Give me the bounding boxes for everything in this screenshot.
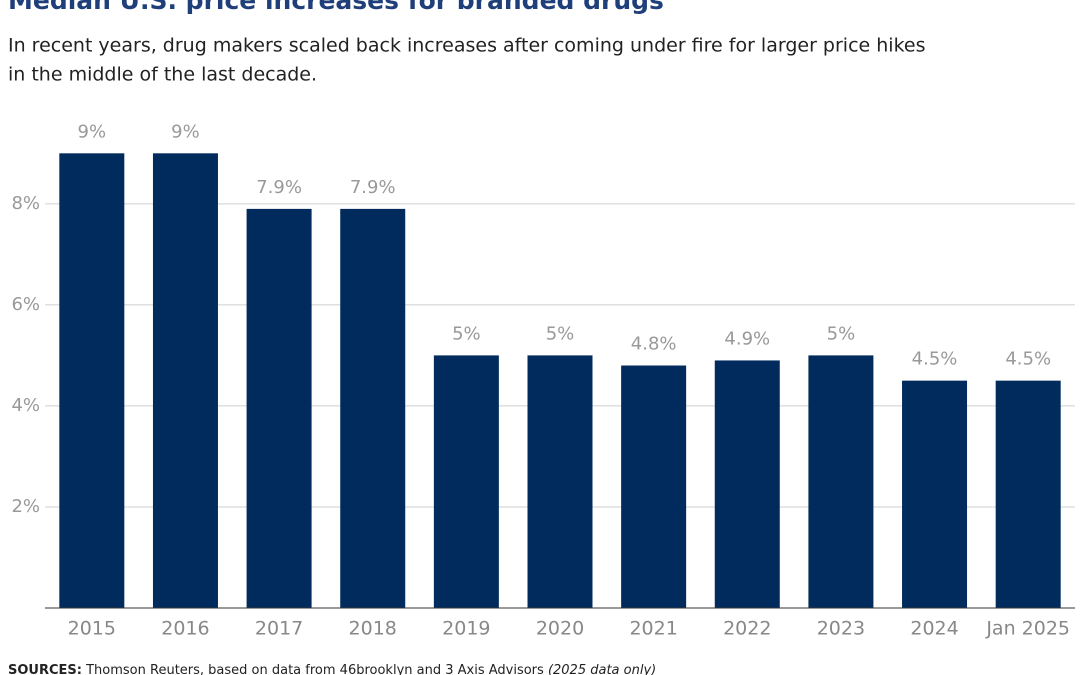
x-tick-label: 2018: [349, 618, 397, 640]
value-label: 4.5%: [1005, 349, 1051, 370]
value-label: 4.8%: [631, 334, 677, 355]
x-tick-label: 2017: [255, 618, 303, 640]
value-label: 7.9%: [350, 177, 396, 198]
y-tick-label: 8%: [11, 193, 40, 214]
bar: [152, 153, 218, 608]
chart-title: Median U.S. price increases for branded …: [8, 0, 664, 15]
bar: [59, 153, 125, 608]
x-tick-label: 2016: [161, 618, 209, 640]
x-tick-label: 2023: [817, 618, 865, 640]
x-tick-label: 2022: [723, 618, 771, 640]
bar: [621, 365, 687, 608]
y-tick-label: 2%: [11, 496, 40, 517]
value-label: 4.9%: [724, 328, 770, 349]
bar: [995, 380, 1061, 608]
value-label: 7.9%: [256, 177, 302, 198]
bar: [340, 208, 406, 608]
y-tick-label: 6%: [11, 294, 40, 315]
source-label: SOURCES:: [8, 663, 82, 675]
bar: [808, 355, 874, 608]
chart-subtitle: in the middle of the last decade.: [8, 64, 317, 86]
bar: [246, 208, 312, 608]
x-tick-label: 2024: [910, 618, 958, 640]
x-tick-label: 2020: [536, 618, 584, 640]
bar: [527, 355, 593, 608]
value-label: 5%: [452, 323, 481, 344]
x-tick-label: 2019: [442, 618, 490, 640]
y-tick-label: 4%: [11, 395, 40, 416]
bar: [714, 360, 780, 608]
source-text: Thomson Reuters, based on data from 46br…: [85, 663, 544, 675]
source-note: (2025 data only): [548, 663, 656, 675]
value-label: 5%: [827, 323, 856, 344]
x-tick-label: Jan 2025: [985, 618, 1070, 640]
source: SOURCES: Thomson Reuters, based on data …: [8, 663, 656, 675]
value-label: 5%: [546, 323, 575, 344]
value-label: 9%: [171, 121, 200, 142]
bar: [902, 380, 968, 608]
bar: [433, 355, 499, 608]
value-label: 4.5%: [912, 349, 958, 370]
x-tick-label: 2021: [629, 618, 677, 640]
x-tick-label: 2015: [68, 618, 116, 640]
chart-subtitle: In recent years, drug makers scaled back…: [8, 35, 926, 57]
value-label: 9%: [78, 121, 107, 142]
